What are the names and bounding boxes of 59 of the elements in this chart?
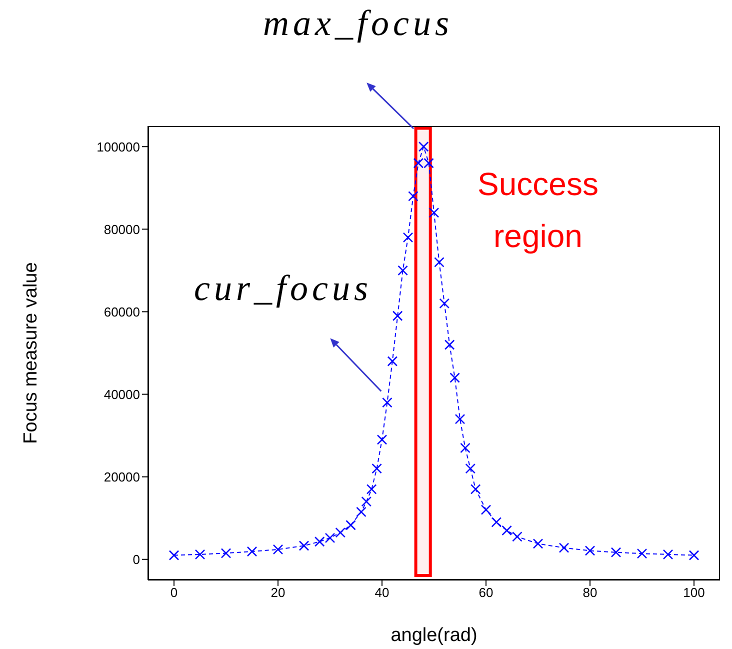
point [246, 546, 258, 557]
point [194, 549, 206, 560]
point [392, 310, 403, 322]
y-tick-label: 100000 [96, 139, 140, 154]
point [298, 540, 310, 551]
point [454, 414, 466, 424]
x-tick-label: 60 [478, 585, 494, 600]
point [372, 463, 382, 474]
point [324, 532, 336, 544]
x-tick-label: 0 [170, 585, 178, 600]
point [470, 484, 481, 494]
y-tick-label: 0 [132, 552, 140, 567]
point [314, 536, 325, 547]
point [558, 542, 570, 553]
x-tick-label: 40 [374, 585, 390, 600]
y-tick-label: 60000 [104, 304, 140, 320]
y-tick-label: 20000 [104, 469, 140, 484]
point [610, 547, 622, 558]
point [418, 141, 429, 152]
x-tick-label: 100 [683, 585, 705, 600]
y-tick-label: 80000 [104, 222, 140, 237]
point [688, 550, 700, 560]
point [532, 538, 544, 549]
y-axis-title: Focus measure value [20, 262, 42, 444]
point [168, 550, 180, 560]
point [366, 484, 377, 494]
y-tick-label: 40000 [104, 386, 140, 402]
point [512, 532, 522, 542]
point [450, 372, 460, 383]
point [444, 340, 455, 350]
point [460, 442, 470, 454]
point [356, 506, 366, 518]
point [428, 208, 440, 218]
annotation: cur_focus [194, 267, 372, 309]
point [272, 544, 284, 555]
x-tick-label: 20 [270, 585, 286, 600]
point [491, 517, 502, 528]
point [408, 191, 418, 202]
point [387, 356, 398, 366]
band-label: Success region [476, 165, 600, 256]
point [636, 548, 648, 559]
point [434, 257, 444, 268]
point [335, 527, 346, 538]
point [382, 397, 392, 408]
point [439, 298, 450, 309]
x-tick-label: 80 [582, 585, 598, 600]
point [220, 548, 232, 558]
annotation: max_focus [263, 2, 453, 44]
point [480, 504, 492, 515]
point [402, 232, 414, 243]
point [361, 496, 372, 507]
point [502, 525, 512, 536]
point [662, 549, 674, 560]
point [346, 520, 356, 530]
point [584, 546, 596, 556]
point [376, 434, 388, 445]
point [398, 265, 408, 276]
x-axis-title: angle(rad) [390, 625, 478, 646]
point [465, 463, 476, 474]
